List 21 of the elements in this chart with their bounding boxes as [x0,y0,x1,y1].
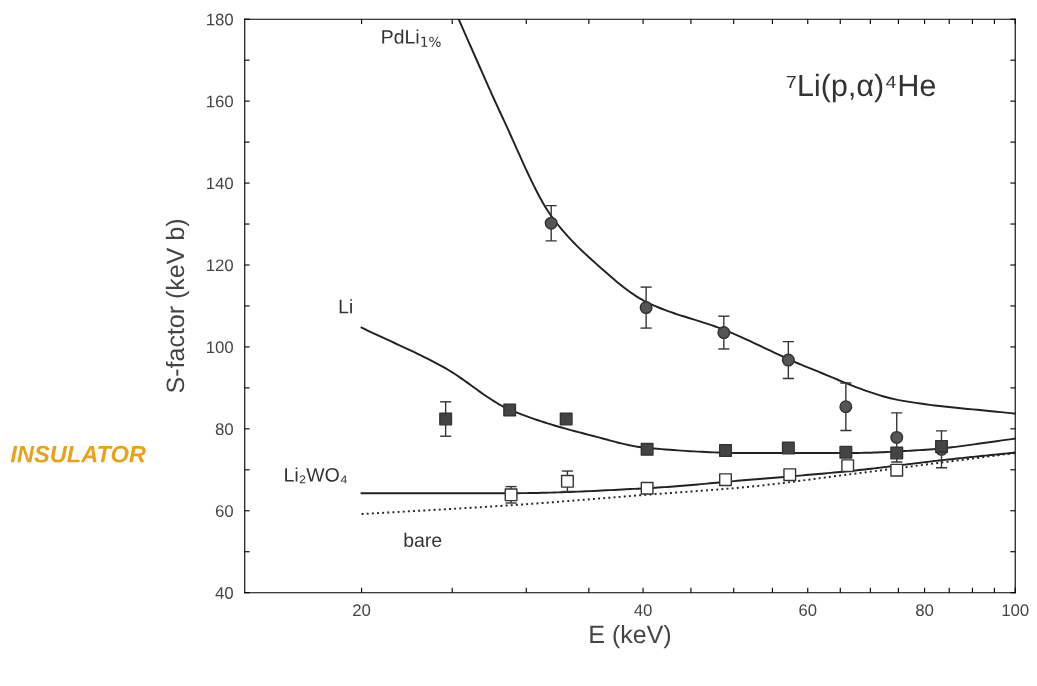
x-tick-label: 80 [916,604,934,617]
text: INSULATOR [10,445,146,463]
x-tick-label: 60 [799,604,817,617]
x-tick-label: 100 [1002,604,1029,617]
y-tick-label: 60 [215,505,233,517]
x-tick-label: 20 [353,604,371,617]
series-label: PdLi$_{1%}$ [382,29,441,47]
x-tick-label: 40 [634,604,652,617]
y-tick-label: 80 [215,423,233,436]
annotation: ⁷Li(p,α)⁴He [786,73,936,103]
y-tick-label: 160 [207,95,233,108]
y-tick-label: 120 [207,259,233,272]
y-tick-label: 40 [215,587,233,599]
y-tick-label: 100 [207,341,233,354]
series-label: Li [339,299,352,314]
y-tick-label: 180 [207,13,233,26]
y-axis-title: S-factor (keV b) [165,219,190,393]
series-label: Li₂WO₄ [285,467,347,484]
y-tick-label: 140 [207,177,233,190]
series-label: bare [404,532,442,548]
x-axis-title: E (keV) [590,624,671,649]
